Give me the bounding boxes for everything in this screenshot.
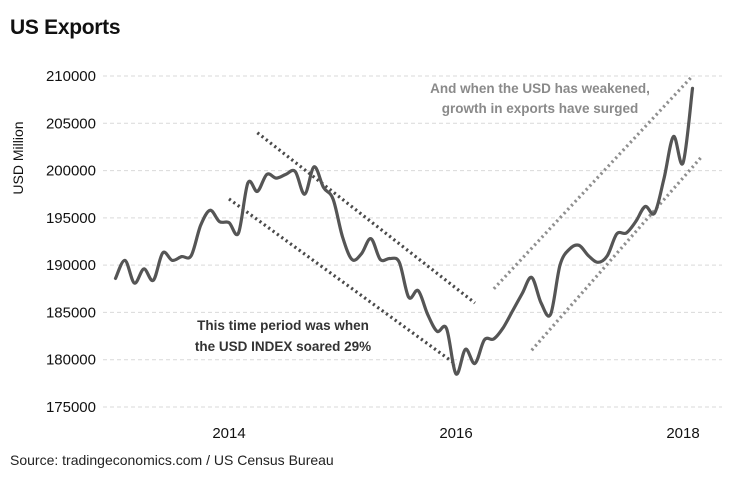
- y-tick-label: 185000: [46, 304, 96, 321]
- y-tick-label: 195000: [46, 210, 96, 227]
- y-tick-label: 205000: [46, 115, 96, 132]
- y-tick-labels: 175000 180000 185000 190000 195000 200000 2050…: [46, 68, 96, 416]
- annotations: This time period was when the USD INDEX s…: [195, 81, 650, 354]
- x-tick-label: 2016: [439, 425, 472, 442]
- y-tick-label: 190000: [46, 257, 96, 274]
- y-tick-label: 210000: [46, 68, 96, 85]
- chart-title: US Exports: [10, 16, 121, 39]
- x-tick-label: 2014: [212, 425, 245, 442]
- y-axis-title: USD Million: [10, 121, 26, 194]
- source-note: Source: tradingeconomics.com / US Census…: [10, 452, 334, 468]
- y-tick-label: 200000: [46, 163, 96, 180]
- exports-series-line: [113, 86, 695, 376]
- x-tick-labels: 2014 2016 2018: [212, 425, 699, 442]
- annotation-usd-index-line: This time period was when: [197, 318, 369, 333]
- y-tick-label: 175000: [46, 399, 96, 416]
- trend-line-lower: [228, 197, 457, 366]
- annotation-usd-index-line: the USD INDEX soared 29%: [195, 339, 371, 354]
- x-tick-label: 2018: [666, 425, 699, 442]
- annotation-usd-weakened-line: And when the USD has weakened,: [430, 81, 650, 96]
- trend-line-lower: [530, 155, 704, 352]
- y-tick-label: 180000: [46, 352, 96, 369]
- annotation-usd-weakened-line: growth in exports have surged: [442, 101, 639, 116]
- grid-lines: [103, 75, 722, 408]
- trend-channels: [228, 74, 704, 366]
